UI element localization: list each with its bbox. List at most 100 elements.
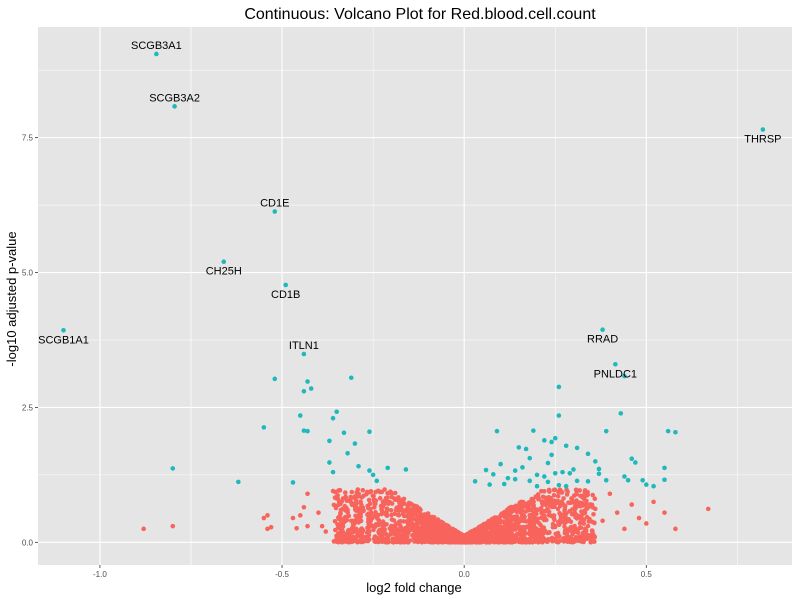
point-not-significant <box>399 503 404 509</box>
point-significant <box>370 472 376 478</box>
point-not-significant <box>579 509 584 514</box>
point-significant <box>374 478 380 484</box>
point-not-significant <box>511 516 517 522</box>
point-not-significant <box>365 529 371 535</box>
point-not-significant <box>352 494 358 499</box>
point-not-significant <box>425 525 430 531</box>
point-not-significant <box>555 506 561 512</box>
point-not-significant <box>515 531 521 537</box>
point-not-significant <box>584 536 590 542</box>
point-not-significant <box>556 519 561 525</box>
point-not-significant <box>297 513 303 518</box>
point-not-significant <box>368 506 373 512</box>
point-not-significant <box>568 525 573 530</box>
point-significant <box>585 451 591 457</box>
point-significant <box>542 438 547 443</box>
point-not-significant <box>527 529 533 535</box>
panel-background <box>38 27 792 565</box>
point-not-significant <box>388 508 394 513</box>
point-not-significant <box>391 539 397 545</box>
point-not-significant <box>373 501 378 507</box>
point-not-significant <box>578 519 584 525</box>
point-not-significant <box>338 499 343 505</box>
point-not-significant <box>319 523 325 529</box>
point-not-significant <box>521 524 527 530</box>
point-significant-labeled <box>154 51 159 57</box>
point-significant-labeled <box>760 127 766 132</box>
point-not-significant <box>442 539 447 544</box>
point-significant <box>585 479 591 484</box>
point-not-significant <box>395 512 401 518</box>
axes: -1.0 -0.5 0.0 0.5 0.0 2.5 5.0 7.5 <box>22 134 653 579</box>
point-not-significant <box>547 496 552 502</box>
point-not-significant <box>301 504 307 510</box>
point-not-significant <box>498 513 504 519</box>
point-not-significant <box>470 535 476 541</box>
point-not-significant <box>393 535 399 541</box>
point-significant <box>356 463 361 469</box>
point-not-significant <box>541 530 546 536</box>
point-significant <box>305 428 310 434</box>
point-not-significant <box>593 506 598 512</box>
point-significant <box>170 466 176 471</box>
point-significant <box>330 415 336 421</box>
point-not-significant <box>401 496 407 502</box>
point-not-significant <box>524 539 530 545</box>
point-not-significant <box>261 515 267 521</box>
point-not-significant <box>366 497 372 503</box>
point-not-significant <box>379 511 385 517</box>
point-labels: SCGB3A1 SCGB3A2 THRSP CD1E CH25H CD1B SCGB1A1 R… <box>38 40 781 380</box>
point-significant <box>549 439 554 445</box>
point-not-significant <box>523 509 528 514</box>
point-not-significant <box>570 540 575 545</box>
point-not-significant <box>358 511 363 516</box>
point-not-significant <box>569 528 575 534</box>
point-significant <box>563 443 569 449</box>
point-significant <box>549 452 554 458</box>
point-not-significant <box>389 528 394 533</box>
point-not-significant <box>488 523 494 529</box>
point-not-significant <box>340 496 346 501</box>
point-label: SCGB3A1 <box>131 40 182 52</box>
point-significant <box>385 465 390 471</box>
point-not-significant <box>401 519 406 524</box>
point-label: CH25H <box>206 266 242 278</box>
point-not-significant <box>338 510 343 516</box>
point-significant <box>593 459 598 464</box>
point-not-significant <box>421 519 427 525</box>
point-not-significant <box>364 534 370 540</box>
point-not-significant <box>534 511 539 517</box>
point-not-significant <box>372 539 377 544</box>
point-not-significant <box>551 487 557 493</box>
point-significant <box>662 477 667 483</box>
point-not-significant <box>535 516 541 522</box>
point-not-significant <box>651 499 656 505</box>
point-not-significant <box>574 504 580 509</box>
point-significant <box>290 480 296 485</box>
point-not-significant <box>582 488 588 493</box>
point-not-significant <box>330 488 336 494</box>
point-significant-labeled <box>172 104 177 109</box>
point-not-significant <box>516 503 522 509</box>
point-significant <box>567 470 573 476</box>
point-not-significant <box>465 532 471 537</box>
point-not-significant <box>558 515 564 520</box>
point-significant <box>596 471 602 477</box>
point-not-significant <box>521 518 526 524</box>
point-not-significant <box>540 538 546 544</box>
point-not-significant <box>502 535 507 541</box>
point-not-significant <box>591 534 596 540</box>
point-not-significant <box>540 494 546 500</box>
point-not-significant <box>389 512 394 518</box>
point-not-significant <box>374 512 380 518</box>
point-not-significant <box>511 526 517 531</box>
point-significant-labeled <box>600 327 605 333</box>
point-significant-labeled <box>272 209 278 214</box>
point-not-significant <box>549 504 555 510</box>
point-not-significant <box>323 529 329 534</box>
point-not-significant <box>382 529 387 534</box>
point-not-significant <box>585 532 590 538</box>
point-not-significant <box>428 536 434 541</box>
point-significant <box>367 468 372 473</box>
point-not-significant <box>358 500 364 506</box>
